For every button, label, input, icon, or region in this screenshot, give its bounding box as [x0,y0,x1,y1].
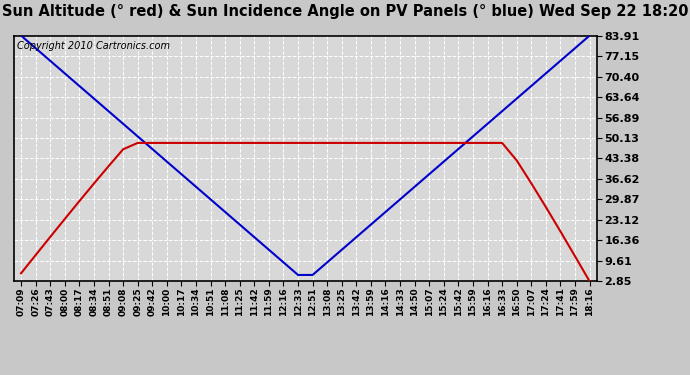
Text: Copyright 2010 Cartronics.com: Copyright 2010 Cartronics.com [17,40,170,51]
Text: Sun Altitude (° red) & Sun Incidence Angle on PV Panels (° blue) Wed Sep 22 18:2: Sun Altitude (° red) & Sun Incidence Ang… [2,4,688,19]
